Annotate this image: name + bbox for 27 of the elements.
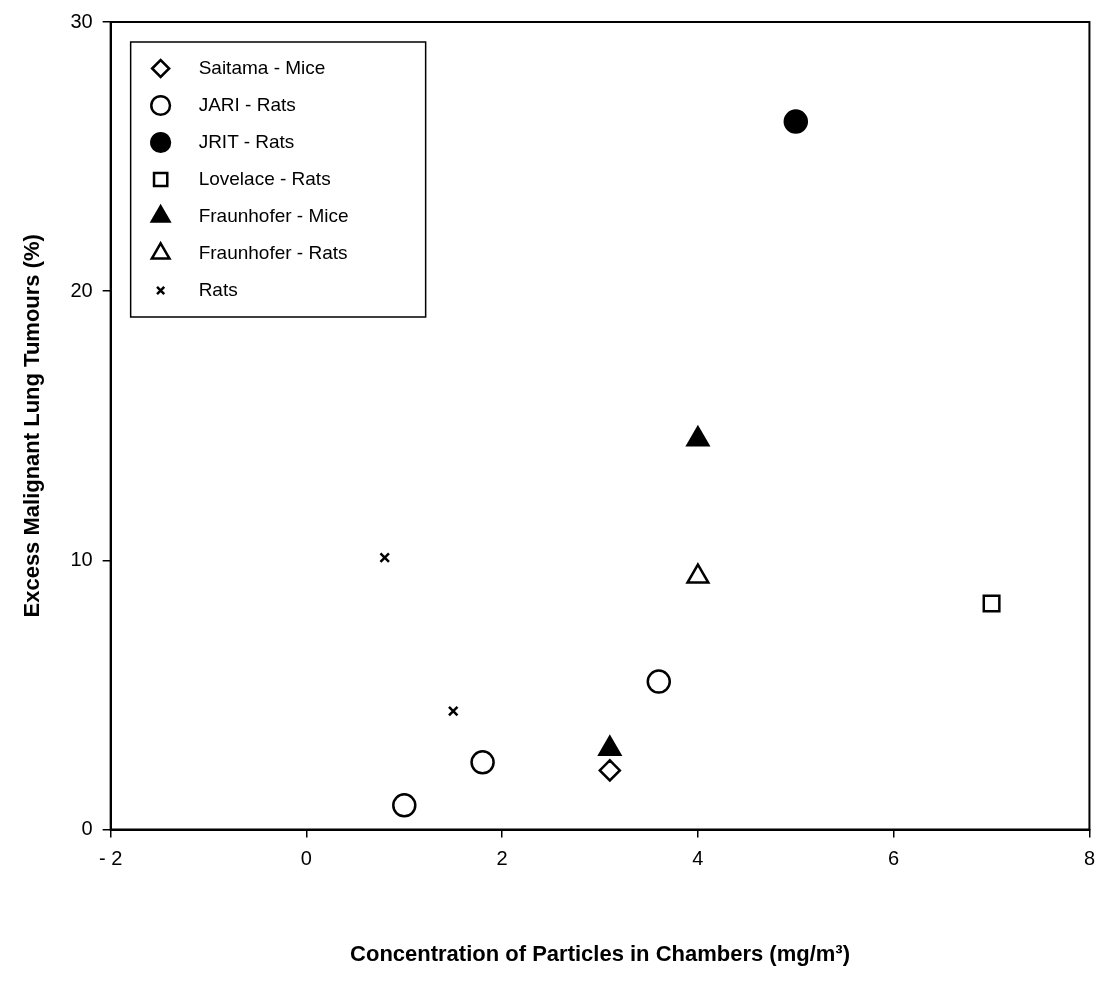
legend-label: JARI - Rats: [198, 93, 296, 115]
x-tick-label: 8: [1083, 847, 1095, 870]
x-tick-label: 6: [888, 847, 900, 870]
point: [982, 594, 1001, 613]
y-tick-label: 10: [70, 547, 93, 570]
x-tick-label: 0: [300, 847, 312, 870]
y-tick-label: 0: [81, 817, 93, 840]
x-tick-label: - 2: [98, 847, 123, 870]
point: [379, 552, 391, 564]
x-tick-label: 2: [496, 847, 508, 870]
y-axis-title: Excess Malignant Lung Tumours (%): [19, 234, 45, 618]
legend-label: Lovelace - Rats: [198, 167, 331, 189]
legend-label: Fraunhofer - Mice: [198, 204, 349, 226]
legend-label: Saitama - Mice: [198, 56, 326, 78]
point: [447, 705, 459, 717]
point: [392, 793, 417, 818]
point: [598, 759, 622, 782]
legend-label: Rats: [198, 278, 238, 300]
point: [470, 750, 495, 775]
y-tick-label: 30: [70, 9, 93, 32]
y-tick-label: 20: [70, 278, 93, 301]
x-axis-title: Concentration of Particles in Chambers (mg/m³): [350, 940, 851, 966]
point: [646, 669, 672, 694]
legend-label: Fraunhofer - Rats: [198, 241, 348, 263]
x-tick-label: 4: [692, 847, 704, 870]
point: [783, 109, 809, 134]
legend-label: JRIT - Rats: [198, 130, 295, 152]
